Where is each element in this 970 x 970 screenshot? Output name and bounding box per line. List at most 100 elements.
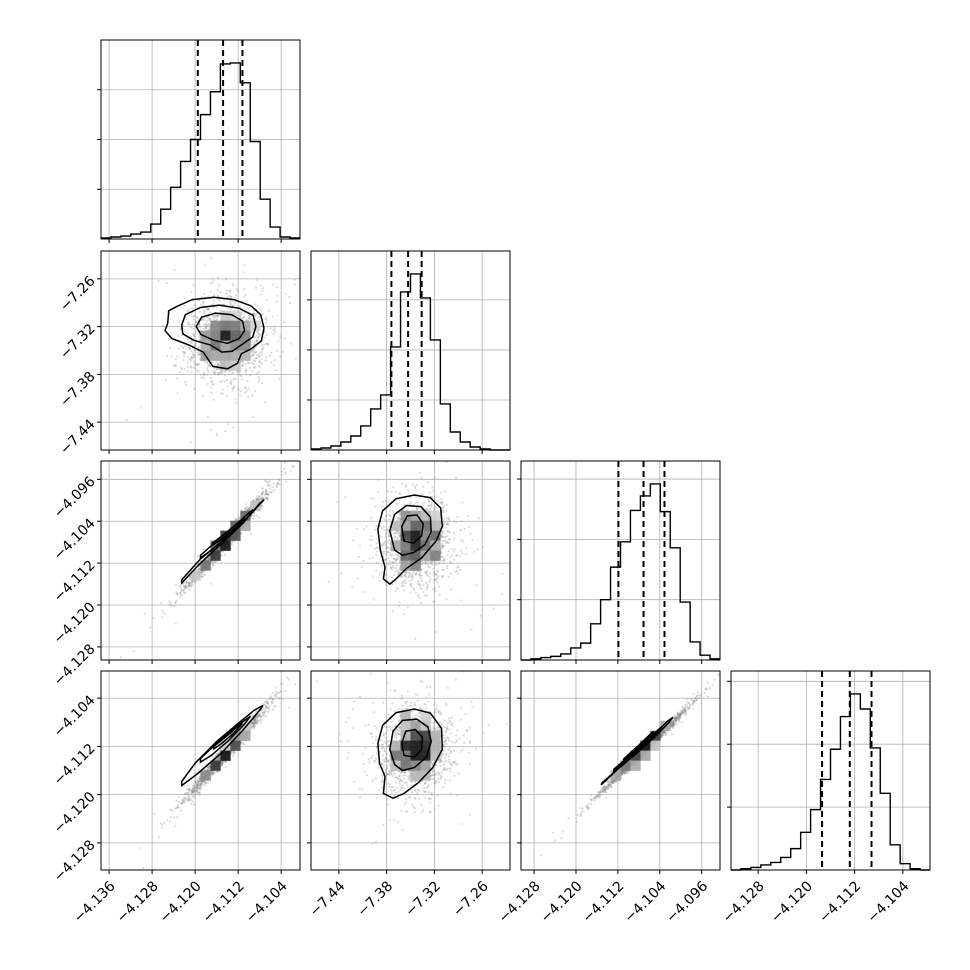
- histogram-step: [521, 483, 720, 661]
- scatter-point: [256, 330, 259, 333]
- scatter-point: [264, 715, 267, 718]
- scatter-point: [180, 809, 183, 812]
- scatter-point: [198, 310, 201, 313]
- scatter-point: [261, 289, 264, 292]
- scatter-point: [286, 676, 289, 679]
- scatter-point: [276, 294, 279, 297]
- scatter-point: [420, 574, 423, 577]
- scatter-point: [194, 781, 197, 784]
- histogram-panel-1: [307, 250, 511, 454]
- scatter-point: [255, 497, 258, 500]
- scatter-point: [385, 529, 388, 533]
- scatter-point: [256, 331, 259, 334]
- scatter-point: [250, 350, 253, 354]
- scatter-point: [230, 300, 233, 303]
- scatter-point: [253, 312, 256, 315]
- scatter-point: [260, 492, 263, 495]
- scatter-point: [179, 593, 182, 597]
- scatter-point: [452, 520, 455, 523]
- scatter-point: [188, 799, 191, 802]
- scatter-point: [248, 507, 251, 511]
- scatter-point: [172, 810, 175, 813]
- scatter-point: [181, 588, 184, 591]
- scatter-point: [265, 478, 268, 482]
- scatter-area: [125, 251, 297, 444]
- scatter-point: [160, 616, 163, 619]
- scatter-point: [441, 426, 443, 428]
- scatter-point: [196, 785, 199, 788]
- scatter-point: [271, 708, 274, 711]
- scatter-point: [257, 360, 261, 364]
- scatter-point: [224, 760, 227, 763]
- density-blocks: [200, 720, 251, 781]
- scatter-point: [170, 355, 173, 358]
- scatter-point: [428, 504, 431, 507]
- scatter-point: [141, 866, 145, 870]
- scatter-point: [267, 309, 270, 312]
- scatter-point: [441, 530, 444, 533]
- scatter-point: [208, 327, 211, 330]
- scatter-point: [261, 348, 264, 351]
- scatter-point: [198, 324, 201, 327]
- scatter-point: [198, 788, 201, 791]
- scatter-point: [211, 562, 214, 565]
- scatter-point: [395, 536, 398, 539]
- scatter-point: [384, 535, 387, 539]
- scatter-point: [266, 702, 269, 705]
- scatter-point: [213, 367, 216, 370]
- scatter-point: [419, 574, 422, 577]
- scatter-point: [212, 306, 215, 309]
- scatter-point: [200, 782, 203, 785]
- scatter-point: [202, 371, 205, 374]
- scatter-point: [424, 507, 427, 510]
- scatter-point: [205, 316, 208, 319]
- scatter-point: [258, 495, 261, 498]
- scatter-point: [264, 356, 267, 359]
- scatter-point: [191, 332, 194, 335]
- scatter-point: [408, 573, 411, 576]
- scatter-point: [200, 787, 203, 790]
- scatter-point: [244, 293, 247, 296]
- scatter-point: [190, 581, 193, 585]
- scatter-point: [251, 517, 255, 520]
- scatter-point: [207, 308, 210, 311]
- scatter-point: [187, 322, 190, 325]
- scatter-point: [273, 694, 276, 697]
- scatter-point: [439, 491, 442, 494]
- scatter-point: [217, 372, 220, 375]
- scatter-point: [192, 327, 195, 330]
- scatter-point: [261, 353, 264, 356]
- scatter-point: [168, 820, 171, 823]
- scatter-point: [441, 555, 444, 558]
- scatter-point: [261, 711, 264, 714]
- scatter-point: [443, 505, 446, 508]
- scatter-point: [381, 505, 384, 508]
- scatter-point: [174, 601, 177, 604]
- scatter-point: [435, 564, 438, 567]
- scatter-point: [254, 720, 258, 723]
- scatter-point: [250, 355, 253, 358]
- scatter-point: [186, 366, 190, 369]
- scatter-point: [232, 371, 235, 374]
- scatter-point: [174, 807, 177, 810]
- scatter-point: [229, 302, 232, 306]
- density-block: [220, 740, 231, 751]
- scatter-point: [280, 470, 284, 473]
- scatter-point: [257, 498, 260, 501]
- scatter-point: [268, 705, 271, 708]
- scatter-point: [186, 361, 189, 364]
- scatter-point: [193, 787, 196, 790]
- scatter-point: [268, 697, 272, 700]
- scatter-point: [224, 380, 227, 383]
- scatter-point: [473, 550, 476, 553]
- scatter-point: [191, 351, 194, 354]
- scatter-point: [217, 362, 220, 365]
- scatter-point: [445, 535, 448, 538]
- scatter-point: [258, 365, 261, 368]
- scatter-point: [258, 359, 261, 362]
- panel-frame: [100, 670, 301, 871]
- scatter-point: [188, 789, 191, 792]
- scatter-point: [216, 315, 219, 318]
- scatter-point: [253, 341, 256, 344]
- scatter-point: [221, 760, 224, 763]
